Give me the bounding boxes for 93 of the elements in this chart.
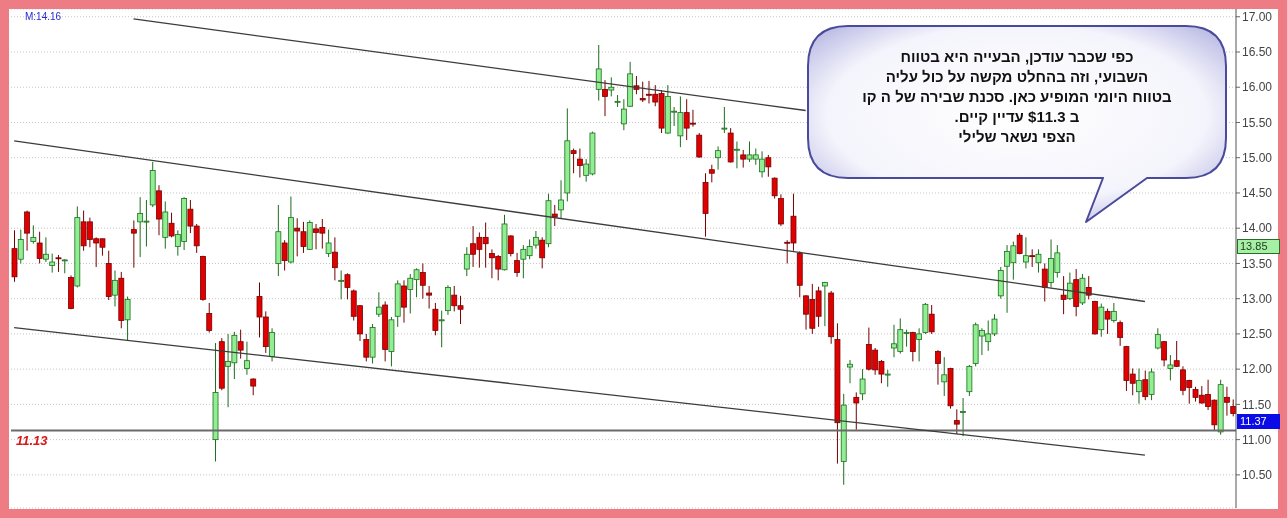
candlestick xyxy=(721,106,728,134)
candlestick xyxy=(331,236,338,281)
candlestick xyxy=(17,229,24,264)
candlestick xyxy=(325,229,332,258)
y-tick-label: 16.50 xyxy=(1242,45,1273,60)
candlestick xyxy=(935,349,941,386)
candlestick xyxy=(916,327,923,362)
candlestick xyxy=(1066,272,1073,301)
candlestick xyxy=(928,304,935,335)
candlestick xyxy=(551,204,558,227)
candlestick xyxy=(696,132,703,159)
candlestick xyxy=(1110,302,1117,324)
candlestick xyxy=(419,262,426,300)
ref-line-label: 11.13 xyxy=(16,432,49,448)
candlestick xyxy=(445,284,451,316)
candlestick xyxy=(507,234,514,257)
candlestick xyxy=(941,356,948,397)
candlestick xyxy=(558,179,564,219)
candlestick xyxy=(821,281,828,327)
annotation: כפי שכבר עודכן, הבעייה היא בטווח השבועי, וזה בהחלט מקשה על כול עליה בטווח היומי המופיע כאן. סכנת שבירה של ה קו ב $11.3 עדיין קיים. הצפי נשאר שלילי xyxy=(861,47,1173,147)
candlestick xyxy=(602,79,608,117)
y-tick-label: 15.00 xyxy=(1242,150,1273,165)
candlestick xyxy=(344,272,351,300)
y-tick-label: 14.50 xyxy=(1242,186,1273,201)
candlestick xyxy=(570,148,577,174)
candlestick xyxy=(853,391,860,431)
candlestick xyxy=(43,236,49,263)
y-tick-label: 13.50 xyxy=(1242,256,1273,271)
candlestick xyxy=(1173,340,1180,368)
candlestick xyxy=(168,212,175,238)
candlestick xyxy=(49,253,56,274)
candlestick xyxy=(281,239,288,271)
y-tick-label: 14.00 xyxy=(1242,221,1273,236)
candlestick xyxy=(859,368,866,401)
candlestick xyxy=(1148,367,1155,401)
candlestick xyxy=(620,98,627,131)
candlestick xyxy=(1142,370,1149,401)
y-tick-label: 17.00 xyxy=(1242,10,1273,25)
candlestick xyxy=(909,331,916,362)
candlestick xyxy=(36,231,43,264)
candlestick xyxy=(338,269,345,300)
y-tick-label: 16.00 xyxy=(1242,80,1273,95)
candlestick xyxy=(1060,275,1067,315)
candlestick xyxy=(237,329,244,360)
y-tick-label: 11.00 xyxy=(1242,432,1272,447)
candlestick xyxy=(269,327,275,362)
candlestick xyxy=(595,44,602,102)
y-tick-label: 15.50 xyxy=(1242,115,1273,130)
candlestick xyxy=(401,279,407,324)
candlestick xyxy=(463,246,470,277)
candlestick xyxy=(1041,262,1048,302)
y-tick-label: 12.50 xyxy=(1242,327,1273,342)
candlestick xyxy=(576,148,583,178)
candlestick xyxy=(608,76,615,97)
candlestick xyxy=(533,230,539,250)
candlestick xyxy=(539,236,546,269)
y-tick-label: 11.50 xyxy=(1242,397,1272,412)
candlestick xyxy=(771,176,778,200)
candlestick xyxy=(426,285,433,310)
candlestick xyxy=(24,210,30,252)
candlestick xyxy=(206,302,213,333)
candlestick xyxy=(953,408,960,435)
candlestick xyxy=(432,302,439,336)
candlestick xyxy=(847,359,853,384)
candlestick xyxy=(1023,236,1029,269)
candlestick xyxy=(1136,367,1142,405)
annotation: M:14.16 xyxy=(25,11,62,22)
text: 13.85 xyxy=(1237,239,1280,254)
candlestick xyxy=(375,291,382,318)
candlestick xyxy=(130,219,137,269)
candlestick xyxy=(639,81,646,103)
candlestick xyxy=(1117,320,1124,347)
text: 11.37 xyxy=(1237,414,1280,429)
candlestick xyxy=(124,296,131,341)
candlestick xyxy=(514,252,520,278)
candlestick xyxy=(734,141,740,169)
y-tick-label: 10.50 xyxy=(1242,468,1273,483)
candlestick xyxy=(1167,354,1174,381)
candlestick xyxy=(1104,308,1111,335)
candlestick xyxy=(1098,303,1105,338)
candlestick xyxy=(30,224,37,245)
candlestick xyxy=(960,397,966,437)
candlestick xyxy=(363,333,370,362)
candlestick xyxy=(112,269,118,307)
candlestick xyxy=(1224,386,1230,417)
candlestick xyxy=(765,154,772,178)
candlestick xyxy=(1161,340,1168,367)
candlestick xyxy=(438,310,445,348)
candlestick xyxy=(715,145,721,171)
y-tick-label: 12.00 xyxy=(1242,362,1273,377)
candlestick xyxy=(244,341,250,376)
y-tick-label: 13.00 xyxy=(1242,291,1273,306)
candlestick xyxy=(1035,248,1042,274)
